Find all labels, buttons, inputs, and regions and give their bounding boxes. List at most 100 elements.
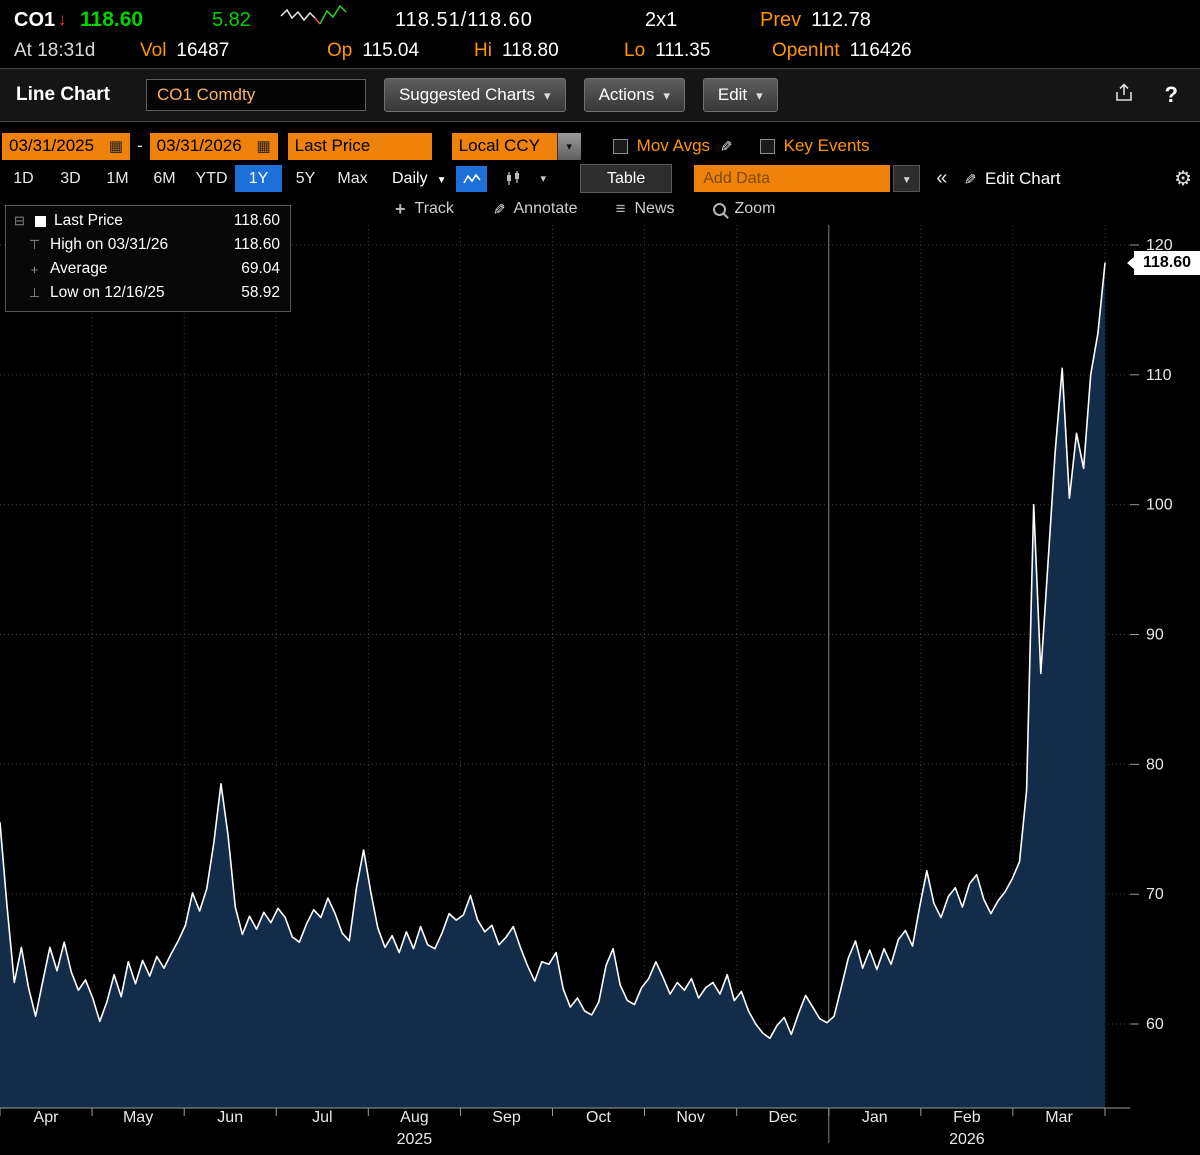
ticker-size: 2x1 — [645, 9, 678, 31]
x-axis-label: Nov — [676, 1109, 704, 1126]
zoom-label: Zoom — [734, 200, 776, 217]
edit-chart-button[interactable]: Edit Chart — [963, 168, 1061, 189]
legend-row-average[interactable]: Average 69.04 — [12, 257, 280, 281]
ticker-change: 5.82 — [212, 9, 251, 31]
y-axis-label: 90 — [1146, 627, 1164, 644]
vol-label: Vol — [140, 40, 167, 61]
frequency-select[interactable]: Daily — [392, 170, 446, 188]
chevron-down-icon[interactable]: ▾ — [540, 173, 546, 185]
export-icon[interactable] — [1113, 82, 1135, 108]
date-separator: - — [137, 136, 143, 155]
suggested-charts-label: Suggested Charts — [398, 85, 536, 104]
y-axis-label: 60 — [1146, 1016, 1164, 1033]
y-axis-label: 120 — [1146, 237, 1173, 254]
openint-value: 116426 — [849, 40, 912, 61]
y-axis-label: 70 — [1146, 886, 1164, 903]
legend-label: Low on 12/16/25 — [50, 284, 165, 301]
zoom-button[interactable]: Zoom — [712, 200, 776, 218]
period-tab-1d[interactable]: 1D — [13, 169, 34, 187]
legend-swatch — [35, 215, 46, 227]
x-axis-label: Dec — [768, 1109, 796, 1126]
suggested-charts-button[interactable]: Suggested Charts — [383, 78, 566, 112]
x-axis-label: Oct — [586, 1109, 611, 1126]
price-field-select[interactable]: Last Price — [287, 132, 432, 160]
table-button[interactable]: Table — [580, 164, 673, 193]
add-data-input[interactable]: Add Data — [694, 165, 891, 192]
key-events-label[interactable]: Key Events — [783, 136, 870, 155]
chevron-down-icon — [544, 85, 551, 105]
x-axis-label: Aug — [400, 1109, 428, 1126]
x-axis-label: Feb — [953, 1109, 981, 1126]
pencil-icon — [963, 169, 976, 189]
period-tab-3d[interactable]: 3D — [60, 169, 81, 187]
calendar-icon[interactable] — [109, 136, 123, 156]
period-tab-1y[interactable]: 1Y — [235, 165, 282, 192]
period-tab-6m[interactable]: 6M — [153, 169, 176, 187]
expander-icon[interactable] — [12, 213, 27, 229]
high-marker-icon — [27, 237, 42, 253]
high-label: Hi — [474, 40, 492, 61]
date-from-value: 03/31/2025 — [9, 136, 95, 155]
news-button[interactable]: News — [616, 199, 675, 219]
pencil-icon[interactable] — [719, 136, 732, 156]
edit-button[interactable]: Edit — [702, 78, 778, 112]
gear-icon — [1174, 172, 1192, 189]
annotate-label: Annotate — [513, 200, 578, 217]
chevron-down-icon — [437, 170, 447, 188]
collapse-panel-button[interactable] — [936, 167, 947, 190]
add-data-placeholder: Add Data — [703, 169, 770, 187]
legend-value: 118.60 — [233, 212, 280, 229]
edit-label: Edit — [717, 85, 748, 104]
currency-select[interactable]: Local CCY ▾ — [451, 132, 581, 160]
period-tab-5y[interactable]: 5Y — [295, 169, 316, 187]
security-input[interactable]: CO1 Comdty — [145, 79, 366, 111]
x-axis-label: May — [123, 1109, 153, 1126]
chart-legend: Last Price 118.60 High on 03/31/26 118.6… — [5, 205, 291, 312]
price-field-value: Last Price — [294, 136, 371, 155]
low-value: 111.35 — [655, 40, 711, 61]
ticker-symbol: CO1 — [14, 9, 56, 31]
key-events-checkbox[interactable] — [759, 138, 775, 154]
year-label: 2026 — [949, 1131, 985, 1148]
double-chevron-left-icon — [936, 171, 947, 188]
period-tab-ytd[interactable]: YTD — [195, 169, 228, 187]
legend-row-last-price[interactable]: Last Price 118.60 — [12, 209, 280, 233]
period-tab-max[interactable]: Max — [337, 169, 368, 187]
last-price-axis-badge: 118.60 — [1127, 251, 1200, 276]
settings-button[interactable] — [1174, 166, 1192, 191]
legend-row-high[interactable]: High on 03/31/26 118.60 — [12, 233, 280, 257]
actions-button[interactable]: Actions — [583, 78, 685, 112]
openint-label: OpenInt — [772, 40, 840, 61]
calendar-icon[interactable] — [256, 136, 270, 156]
edit-chart-label: Edit Chart — [984, 168, 1061, 188]
low-marker-icon — [27, 285, 42, 301]
date-to-field[interactable]: 03/31/2026 — [149, 132, 278, 160]
period-tab-1m[interactable]: 1M — [106, 169, 129, 187]
legend-label: High on 03/31/26 — [50, 236, 169, 253]
candlestick-type-button[interactable] — [497, 166, 528, 192]
filter-icon — [902, 170, 912, 188]
price-chart-plot[interactable]: 60 70 80 90 100 110 120 Apr May Jun Jul Aug Sep Oct No… — [0, 225, 1200, 1155]
mov-avgs-label[interactable]: Mov Avgs — [636, 136, 711, 155]
help-icon[interactable]: ? — [1164, 82, 1178, 107]
annotate-button[interactable]: Annotate — [492, 200, 578, 219]
track-label: Track — [414, 200, 454, 217]
vol-value: 16487 — [176, 40, 230, 61]
line-chart-type-button[interactable] — [456, 165, 488, 192]
page-title: Line Chart — [16, 84, 110, 105]
filter-button[interactable] — [893, 165, 921, 192]
badge-value: 118.60 — [1142, 254, 1192, 272]
date-to-value: 03/31/2026 — [156, 136, 242, 155]
mov-avgs-checkbox[interactable] — [612, 138, 628, 154]
news-label: News — [634, 200, 675, 217]
table-label: Table — [607, 169, 646, 187]
ticker-time: At 18:31d — [14, 40, 96, 61]
chart-tools-row: Track Annotate News Zoom — [395, 197, 776, 221]
legend-row-low[interactable]: Low on 12/16/25 58.92 — [12, 281, 280, 305]
track-button[interactable]: Track — [395, 199, 454, 220]
legend-label: Average — [50, 260, 108, 277]
x-axis-label: Mar — [1045, 1109, 1073, 1126]
chevron-down-icon[interactable]: ▾ — [556, 132, 581, 160]
price-down-arrow-icon: ↓ — [58, 10, 67, 29]
date-from-field[interactable]: 03/31/2025 — [2, 132, 130, 160]
